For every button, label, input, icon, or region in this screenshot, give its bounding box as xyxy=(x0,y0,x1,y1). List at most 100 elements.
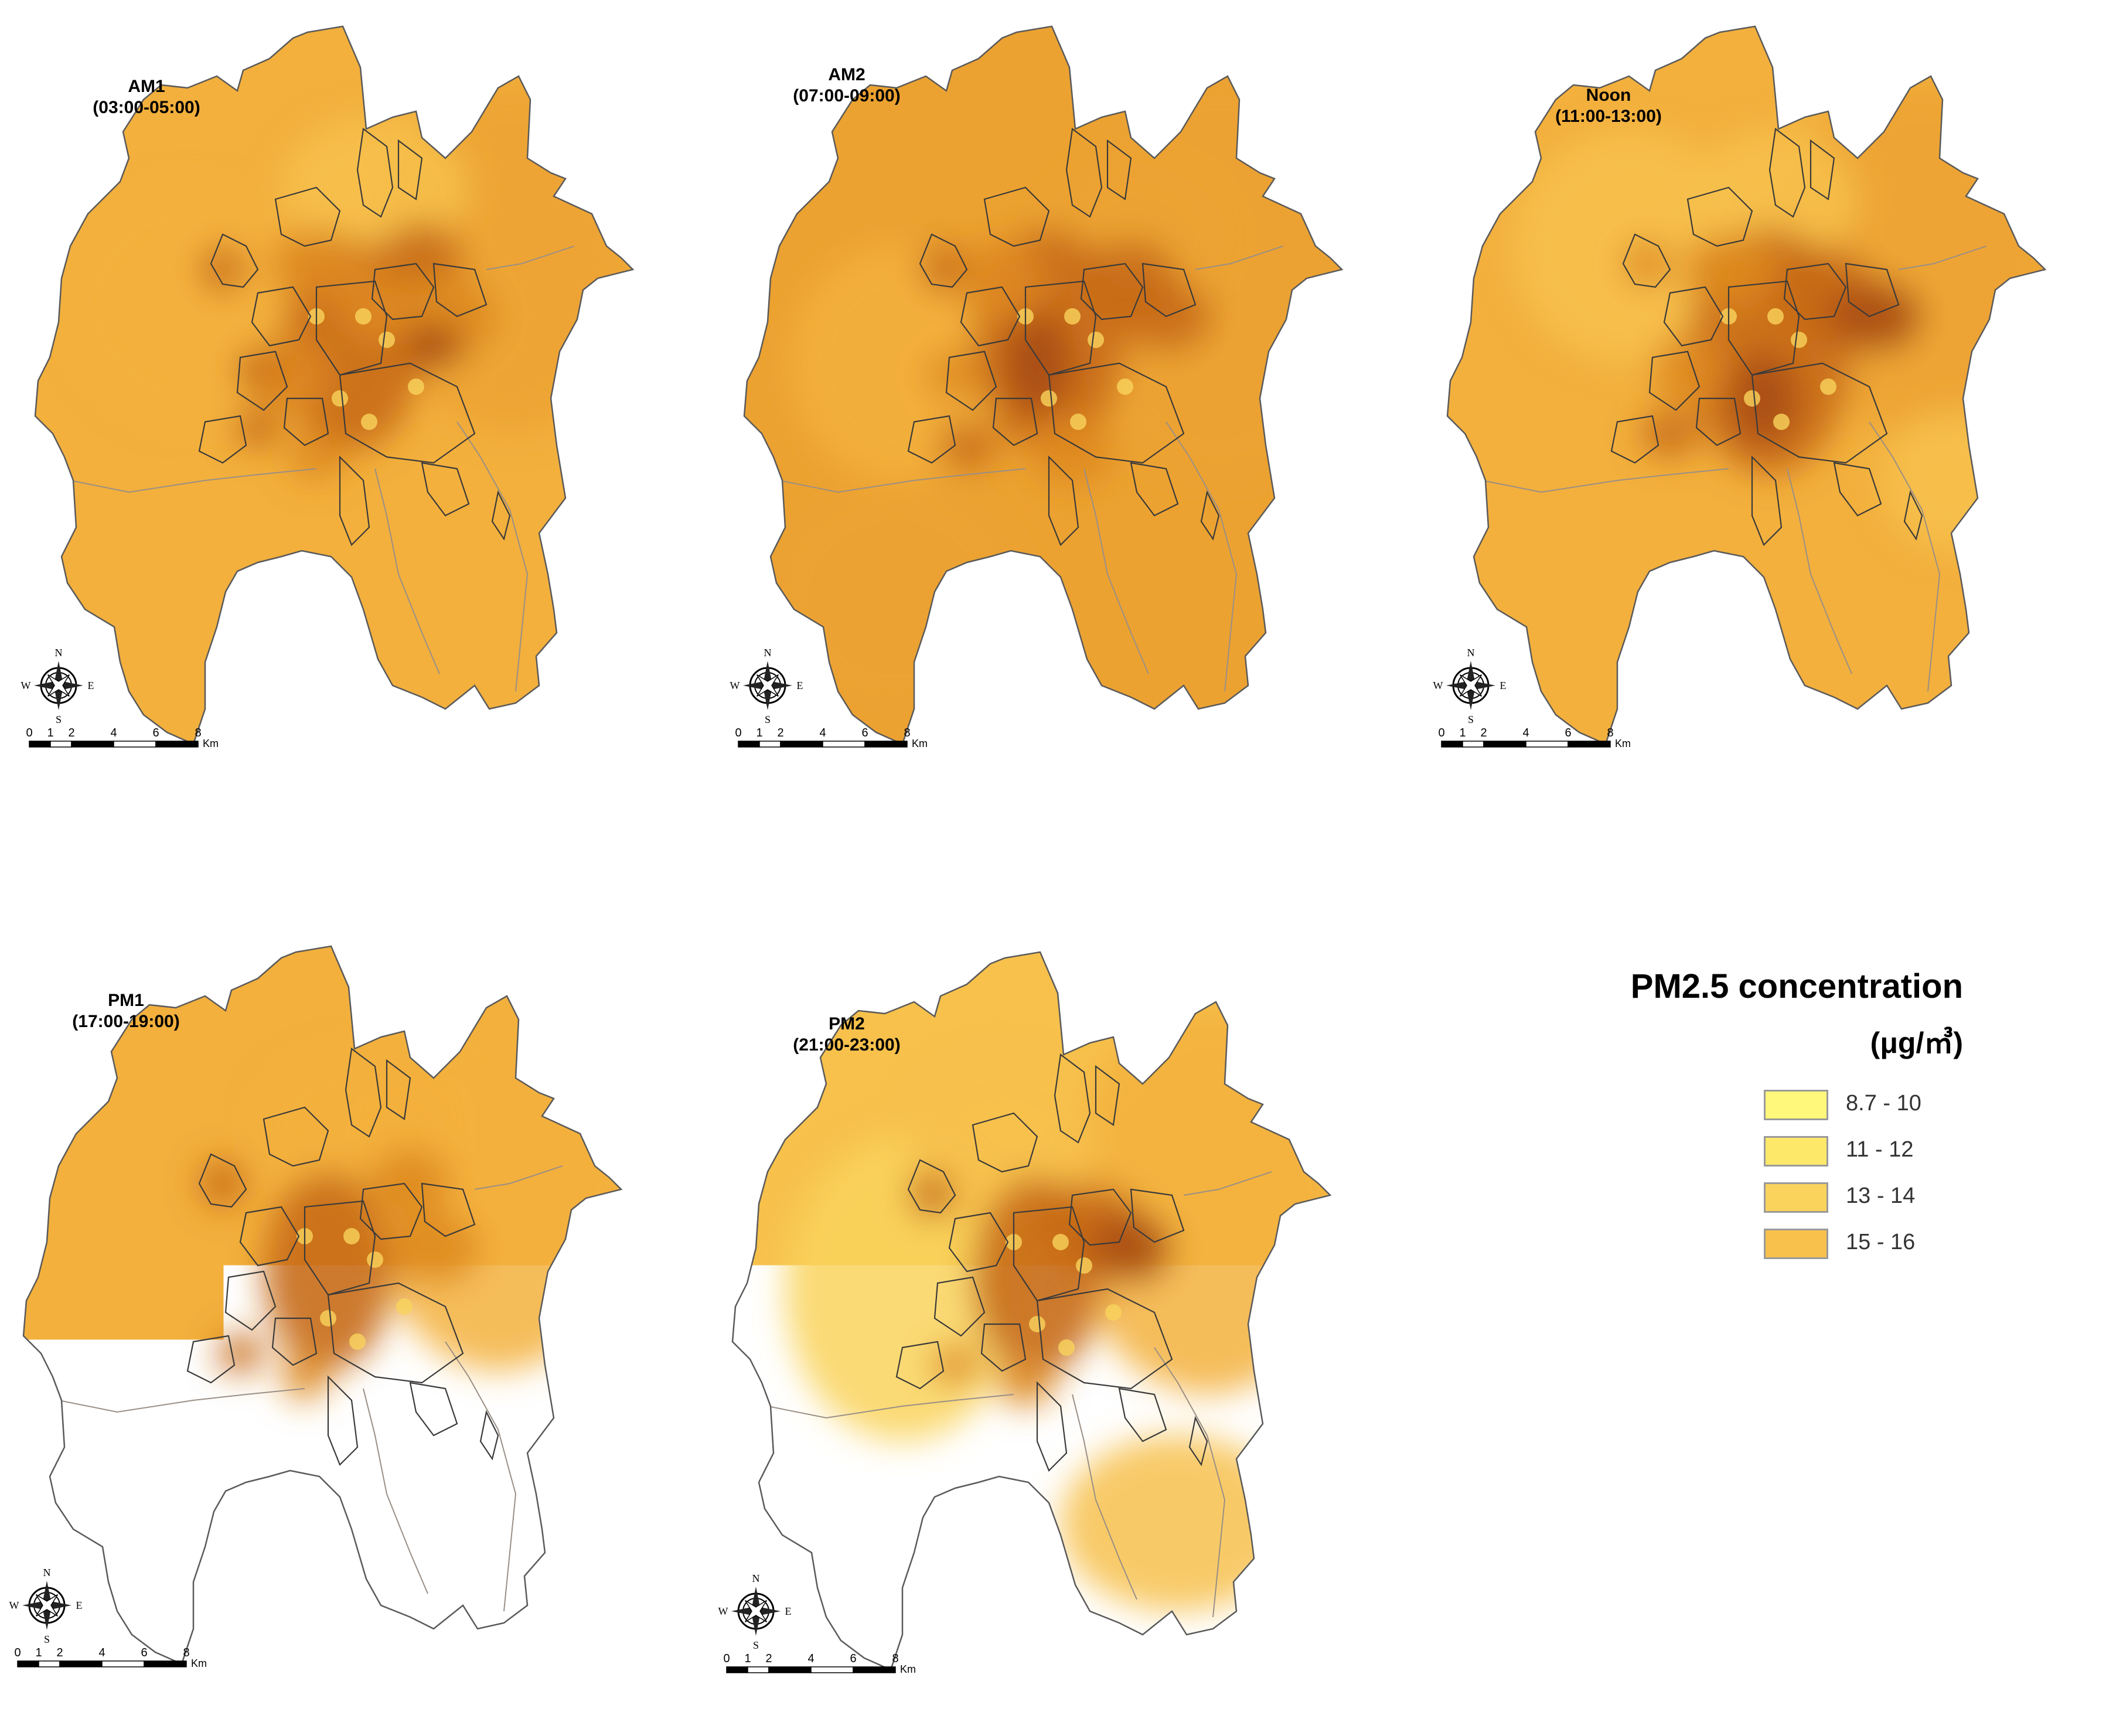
scale-tick-label: 1 xyxy=(744,1652,751,1665)
concentration-spot xyxy=(332,390,348,407)
scale-tick-label: 0 xyxy=(1438,727,1444,739)
legend-label: 29 - 30 xyxy=(1846,1554,1915,1579)
panel-period: (07:00-09:00) xyxy=(779,86,914,107)
concentration-spot xyxy=(343,1228,360,1244)
concentration-hotspot xyxy=(217,1333,264,1374)
scale-tick-label: 8 xyxy=(1607,727,1613,739)
panel-title-block: PM2 (21:00-23:00) xyxy=(779,1014,914,1056)
scale-tick-label: 4 xyxy=(98,1646,105,1659)
panel-period: (17:00-19:00) xyxy=(59,1011,193,1032)
north-arrow-icon: N S E W xyxy=(9,1567,83,1645)
scale-tick-label: 1 xyxy=(1459,727,1466,739)
concentration-spot xyxy=(1117,378,1133,395)
concentration-hotspot xyxy=(1090,1213,1172,1283)
concentration-spot xyxy=(1105,1304,1122,1321)
legend-swatch xyxy=(1764,1321,1828,1352)
legend-swatch xyxy=(1764,1275,1828,1305)
legend-title: PM2.5 concentration xyxy=(1631,967,1963,1006)
scale-tick-label: 2 xyxy=(56,1646,63,1659)
scale-tick-label: 0 xyxy=(26,727,32,739)
concentration-spot xyxy=(320,1310,336,1326)
panel-title: PM2 xyxy=(779,1014,914,1035)
panel-period: (03:00-05:00) xyxy=(82,97,211,118)
scale-tick-label: 1 xyxy=(756,727,762,739)
scale-tick-label: 4 xyxy=(819,727,826,739)
legend-label: 17 - 18 xyxy=(1846,1276,1915,1301)
scale-tick-label: 2 xyxy=(68,727,74,739)
panel-title-block: Noon (11:00-13:00) xyxy=(1541,85,1676,127)
scale-unit: Km xyxy=(900,1663,916,1675)
scale-segment xyxy=(102,1661,144,1667)
scale-tick-label: 0 xyxy=(735,727,741,739)
scale-segment xyxy=(18,1661,39,1667)
compass-letter: S xyxy=(765,714,771,725)
scale-tick-label: 2 xyxy=(1480,727,1487,739)
concentration-surface xyxy=(12,12,703,773)
concentration-spot xyxy=(408,378,424,395)
scale-segment xyxy=(811,1667,853,1673)
concentration-spot xyxy=(1088,332,1104,348)
scale-segment xyxy=(144,1661,186,1667)
concentration-spot xyxy=(379,332,395,348)
map-panel-am2: N S E W 0 1 2 4 6 8 Km AM2 (07:00-09:00) xyxy=(721,12,1412,773)
compass-letter: E xyxy=(76,1599,83,1611)
panel-title: AM2 xyxy=(779,64,914,86)
concentration-spot xyxy=(1058,1339,1075,1356)
concentration-hotspot xyxy=(1729,352,1799,445)
scale-tick-label: 8 xyxy=(904,727,910,739)
concentration-spot xyxy=(396,1298,413,1315)
north-arrow-icon: N S E W xyxy=(730,647,803,725)
scale-segment xyxy=(156,741,198,747)
compass-letter: N xyxy=(55,647,63,659)
panel-title-block: AM2 (07:00-09:00) xyxy=(779,64,914,107)
compass-letter: W xyxy=(1433,680,1443,691)
concentration-spot xyxy=(1064,308,1081,325)
scale-unit: Km xyxy=(191,1657,207,1669)
scale-tick-label: 6 xyxy=(1565,727,1571,739)
scale-segment xyxy=(71,741,114,747)
compass-letter: N xyxy=(764,647,772,659)
map-panel-noon: N S E W 0 1 2 4 6 8 Km Noon (11:00-13:00) xyxy=(1424,12,2115,773)
scale-segment xyxy=(748,1667,769,1673)
legend-label: 15 - 16 xyxy=(1846,1230,1915,1255)
scale-tick-label: 2 xyxy=(777,727,783,739)
concentration-spot xyxy=(1767,308,1784,325)
scale-tick-label: 0 xyxy=(723,1652,730,1665)
scale-segment xyxy=(1568,741,1610,747)
scale-tick-label: 1 xyxy=(35,1646,42,1659)
legend-swatch xyxy=(1764,1367,1828,1398)
concentration-spot xyxy=(1744,390,1760,407)
concentration-spot xyxy=(1070,414,1086,430)
concentration-spot xyxy=(1029,1316,1045,1332)
scale-tick-label: 6 xyxy=(850,1652,856,1665)
scale-tick-label: 4 xyxy=(110,727,117,739)
concentration-surface xyxy=(0,932,691,1693)
scale-segment xyxy=(114,741,156,747)
map-svg-am1: N S E W 0 1 2 4 6 8Km xyxy=(12,12,703,773)
concentration-hotspot xyxy=(961,240,1043,322)
legend-label: 23 - 24 xyxy=(1846,1415,1915,1440)
scale-tick-label: 8 xyxy=(892,1652,898,1665)
legend-label: 13 - 14 xyxy=(1846,1184,1915,1209)
panel-title-block: PM1 (17:00-19:00) xyxy=(59,990,193,1032)
compass-letter: S xyxy=(56,714,62,725)
legend-swatch xyxy=(1764,1553,1828,1583)
concentration-spot xyxy=(1076,1257,1092,1274)
concentration-zone xyxy=(1061,1435,1295,1611)
compass-letter: S xyxy=(44,1633,50,1645)
scale-unit: Km xyxy=(912,738,928,749)
legend-label: 8.7 - 10 xyxy=(1846,1091,1921,1116)
panel-title: Noon xyxy=(1541,85,1676,106)
map-svg-am2: NSEW0 1 2 4 6 8Km xyxy=(721,12,1412,773)
scale-segment xyxy=(60,1661,102,1667)
legend-label: 21 - 22 xyxy=(1846,1369,1915,1394)
north-arrow-icon: N S E W xyxy=(1433,647,1507,725)
legend-unit: (μg/㎥) xyxy=(1870,1019,1963,1062)
scale-unit: Km xyxy=(1615,738,1631,749)
compass-letter: E xyxy=(797,680,803,691)
map-panel-pm2: N S E W 0 1 2 4 6 8 Km PM2 (21:00-23:00) xyxy=(709,937,1400,1699)
north-arrow-icon: N S E W xyxy=(718,1573,792,1651)
concentration-hotspot xyxy=(387,1213,481,1283)
legend-label: 27 - 28 xyxy=(1846,1508,1915,1533)
legend-swatch xyxy=(1764,1414,1828,1444)
